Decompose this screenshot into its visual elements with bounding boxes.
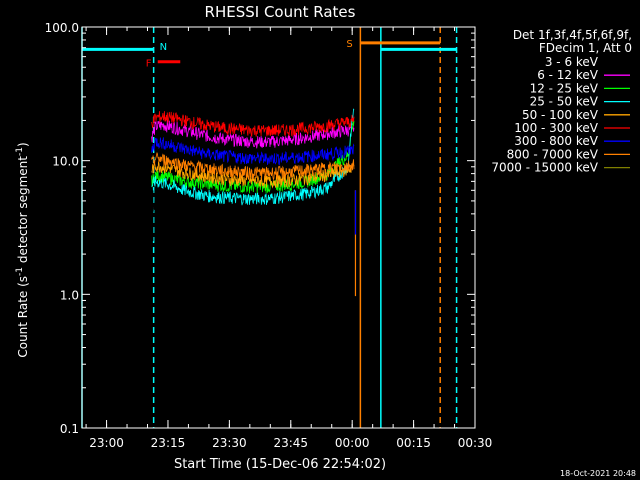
y-axis-label: Count Rate (s-1 detector segment-1) <box>15 142 30 357</box>
x-tick-label: 00:15 <box>396 436 431 450</box>
interval-label: F <box>146 59 152 70</box>
y-axis-label-sup: -1 <box>15 267 25 276</box>
timestamp: 18-Oct-2021 20:48 <box>560 469 636 478</box>
y-axis-label-part: detector segment <box>16 156 30 267</box>
y-tick-label: 10.0 <box>52 155 79 169</box>
x-tick-label: 00:00 <box>335 436 370 450</box>
plot-frame <box>81 26 476 429</box>
x-tick-label: 23:00 <box>89 436 124 450</box>
legend-entry-label: 3 - 6 keV <box>545 55 599 69</box>
series-line <box>151 137 355 166</box>
legend-entry-label: 7000 - 15000 keV <box>491 161 598 175</box>
legend-entry-label: 800 - 7000 keV <box>507 147 599 161</box>
series-line <box>151 119 355 149</box>
legend-entry-label: 50 - 100 keV <box>522 108 599 122</box>
y-tick-label: 1.0 <box>60 288 79 302</box>
series-line <box>151 152 355 181</box>
y-tick-label: 0.1 <box>60 422 79 436</box>
legend-entry-label: 12 - 25 keV <box>530 81 599 95</box>
x-tick-label: 23:15 <box>151 436 186 450</box>
y-tick-label: 100.0 <box>45 21 79 35</box>
legend-entry-label: 100 - 300 keV <box>514 121 598 135</box>
x-tick-label: 23:30 <box>212 436 247 450</box>
y-axis-label-part: ) <box>16 142 30 147</box>
legend-entry-label: 25 - 50 keV <box>530 95 599 109</box>
x-axis-label: Start Time (15-Dec-06 22:54:02) <box>174 457 386 472</box>
series-line <box>151 108 355 206</box>
series-layer <box>151 108 357 297</box>
legend-header-line: Det 1f,3f,4f,5f,6f,9f, <box>513 28 632 42</box>
interval-label: S <box>346 39 352 50</box>
legend-header-line: FDecim 1, Att 0 <box>539 41 632 55</box>
legend: Det 1f,3f,4f,5f,6f,9f, FDecim 1, Att 0 3… <box>491 28 632 175</box>
legend-entry-label: 6 - 12 keV <box>537 68 599 82</box>
axis-layer: 0.1 1.0 10.0 100.0 23:00 23:15 23:30 23:45 00:00… <box>45 21 493 450</box>
legend-entry-label: 300 - 800 keV <box>514 134 598 148</box>
y-axis-label-part: Count Rate (s <box>16 276 30 358</box>
x-tick-label: 00:30 <box>458 436 493 450</box>
interval-layer: FN S <box>82 39 457 70</box>
series-line <box>151 177 355 229</box>
chart-title: RHESSI Count Rates <box>205 3 356 21</box>
interval-label: N <box>160 42 167 53</box>
y-axis-label-sup: -1 <box>15 147 25 156</box>
x-tick-label: 23:45 <box>273 436 308 450</box>
series-line <box>151 111 355 138</box>
